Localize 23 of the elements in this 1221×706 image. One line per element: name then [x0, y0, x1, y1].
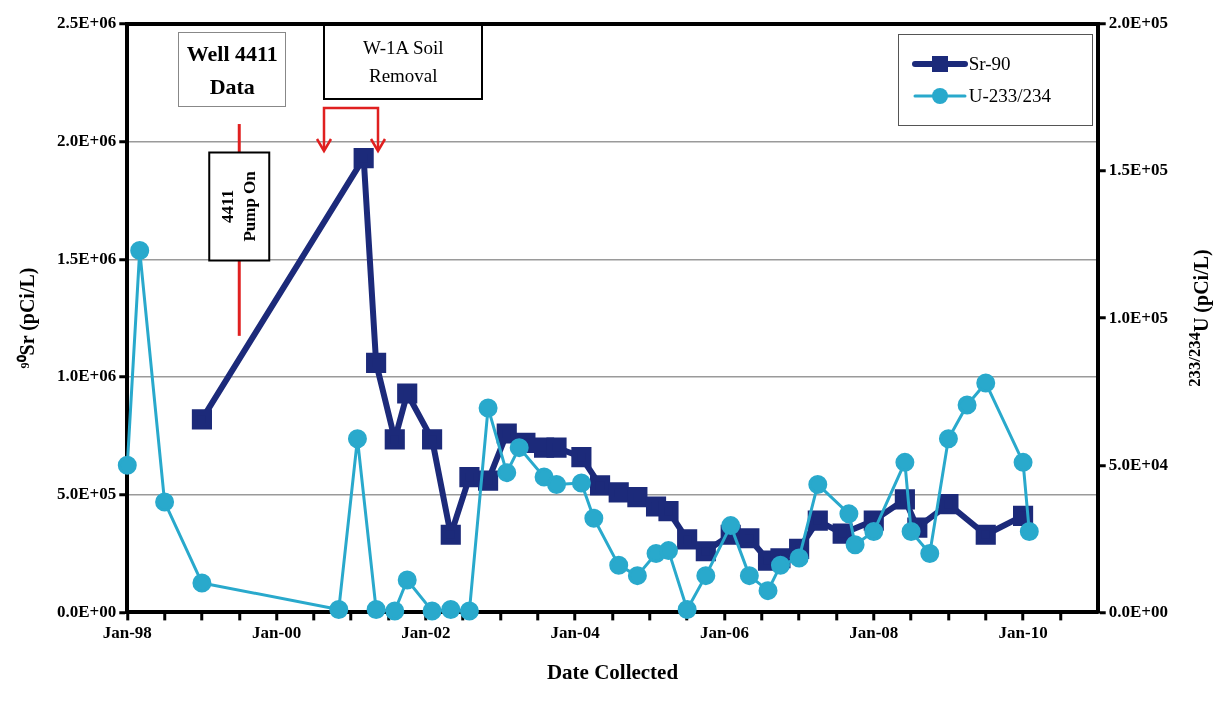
x-tick-label: Jan-04	[550, 622, 601, 642]
x-tick-label: Jan-00	[252, 622, 302, 642]
y-tick-label: 5.0E+05	[56, 484, 117, 504]
y-tick-label: 2.0E+06	[56, 131, 117, 151]
y2-tick-label: 0.0E+00	[1108, 601, 1169, 621]
x-tick-label: Jan-02	[401, 622, 451, 642]
legend-label: Sr-90	[968, 53, 1011, 75]
x-axis-title: Date Collected	[546, 659, 679, 684]
x-tick-label: Jan-10	[998, 622, 1048, 642]
y2-tick-label: 5.0E+04	[1108, 454, 1169, 474]
y-tick-label: 1.0E+06	[56, 366, 117, 386]
x-tick-label: Jan-98	[102, 622, 152, 642]
x-tick-label: Jan-06	[699, 622, 750, 642]
y2-tick-label: 2.0E+05	[1108, 13, 1169, 33]
ref-line-label: 4411 Pump On	[217, 170, 259, 242]
legend-label: U-233/234	[968, 85, 1052, 107]
y-axis-title: ⁹⁰Sr (pCi/L)	[14, 267, 40, 369]
y2-tick-label: 1.0E+05	[1108, 307, 1169, 327]
y-tick-label: 2.5E+06	[56, 13, 117, 33]
y-tick-label: 1.5E+06	[56, 248, 117, 268]
x-tick-label: Jan-08	[849, 622, 899, 642]
y-tick-label: 0.0E+00	[56, 601, 117, 621]
y2-tick-label: 1.5E+05	[1108, 160, 1169, 180]
